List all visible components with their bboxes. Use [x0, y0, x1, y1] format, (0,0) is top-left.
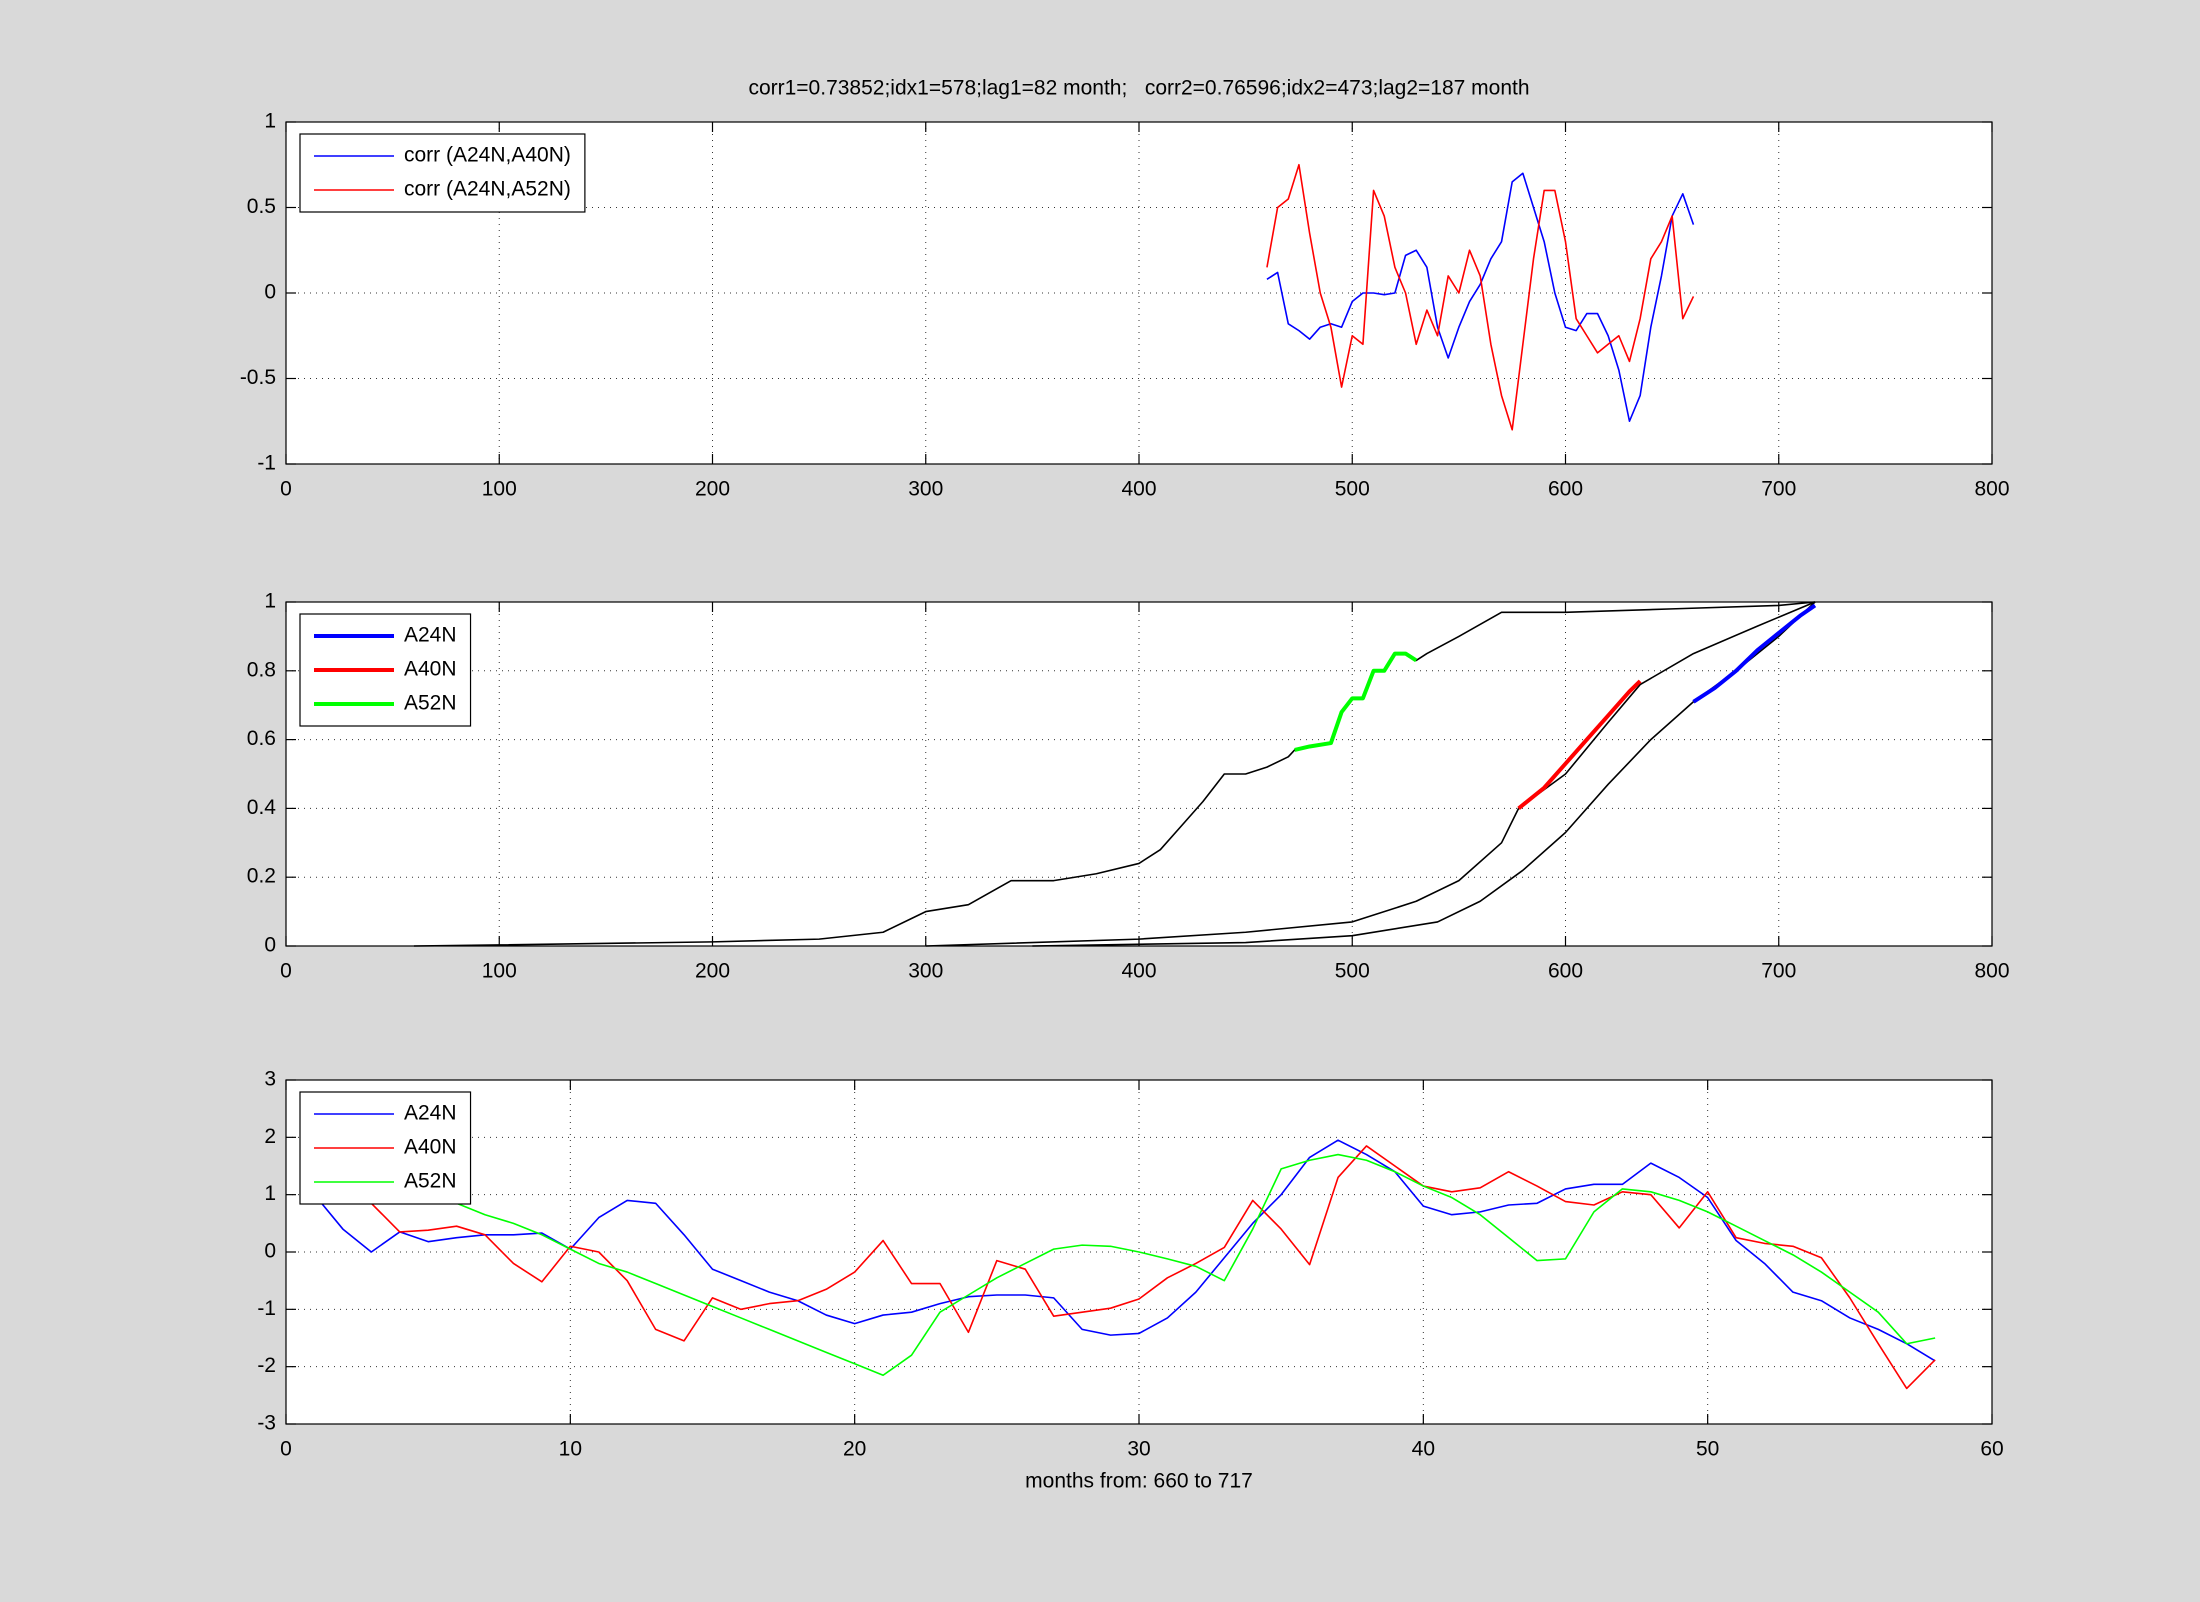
series-line	[314, 1153, 1936, 1377]
y-tick-label: 0	[264, 934, 276, 957]
x-tick-label: 600	[1548, 960, 1583, 983]
series-line	[314, 1145, 1936, 1390]
y-tick-label: 1	[264, 1182, 276, 1205]
series-line	[413, 601, 1816, 947]
legend-box	[299, 133, 586, 213]
x-tick-label: 30	[1127, 1438, 1150, 1461]
y-tick-label: 0.5	[247, 195, 276, 218]
series-line	[925, 601, 1816, 947]
series-line	[313, 1139, 1936, 1362]
axes-box	[285, 121, 1993, 465]
x-tick-label: 300	[908, 960, 943, 983]
legend-label: A52N	[404, 692, 457, 715]
y-tick-label: 1	[264, 590, 276, 613]
x-tick-label: 300	[908, 478, 943, 501]
y-tick-label: 0.6	[247, 727, 276, 750]
y-tick-label: -1	[257, 452, 276, 475]
y-tick-label: 0.8	[247, 658, 276, 681]
y-tick-label: -0.5	[240, 366, 276, 389]
x-tick-label: 400	[1121, 960, 1156, 983]
y-tick-label: 3	[264, 1068, 276, 1091]
y-tick-label: -3	[257, 1412, 276, 1435]
x-tick-label: 800	[1974, 960, 2009, 983]
x-tick-label: 0	[280, 1438, 292, 1461]
subplot: 0 10 20 30 40 50 60 -3 -2 -1 0 1 2 3 months from: 660 …	[257, 1068, 2003, 1493]
legend: A24N A40N A52N	[299, 1091, 472, 1205]
chart-title: corr1=0.73852;idx1=578;lag1=82 month; co…	[748, 77, 1529, 100]
y-tick-label: 0	[264, 1240, 276, 1263]
x-tick-label: 400	[1121, 478, 1156, 501]
x-tick-label: 10	[559, 1438, 582, 1461]
x-tick-label: 0	[280, 960, 292, 983]
legend-label: A40N	[404, 1136, 457, 1159]
legend-label: A40N	[404, 658, 457, 681]
subplot: 0 100 200 300 400 500 600 700 800 0 0.2 0.4 0.6 0.8 1	[247, 590, 2010, 983]
x-tick-label: 500	[1335, 478, 1370, 501]
y-tick-label: 2	[264, 1125, 276, 1148]
legend-label: A52N	[404, 1170, 457, 1193]
y-tick-label: 0	[264, 281, 276, 304]
x-tick-label: 200	[695, 960, 730, 983]
x-tick-label: 20	[843, 1438, 866, 1461]
y-tick-label: 0.4	[247, 796, 277, 819]
x-tick-label: 0	[280, 478, 292, 501]
plot-area	[286, 602, 1992, 946]
x-tick-label: 100	[482, 478, 517, 501]
x-tick-label: 50	[1696, 1438, 1719, 1461]
x-tick-label: 40	[1412, 1438, 1435, 1461]
legend-label: A24N	[404, 624, 457, 647]
series-line	[1266, 172, 1695, 423]
y-tick-label: -2	[257, 1354, 276, 1377]
y-tick-label: 1	[264, 110, 276, 133]
y-tick-label: 0.2	[247, 865, 276, 888]
x-tick-label: 700	[1761, 960, 1796, 983]
series-line	[1266, 163, 1695, 431]
series-line	[1517, 679, 1642, 810]
legend-label: A24N	[404, 1102, 457, 1125]
x-axis-label: months from: 660 to 717	[1025, 1470, 1253, 1493]
legend-label: corr (A24N,A52N)	[404, 178, 571, 201]
series-line	[1294, 651, 1418, 752]
x-tick-label: 800	[1974, 478, 2009, 501]
x-tick-label: 200	[695, 478, 730, 501]
legend: corr (A24N,A40N) corr (A24N,A52N)	[299, 133, 586, 213]
x-tick-label: 500	[1335, 960, 1370, 983]
series-line	[1692, 603, 1817, 704]
axes-box	[285, 601, 1993, 947]
legend-label: corr (A24N,A40N)	[404, 144, 571, 167]
x-tick-label: 100	[482, 960, 517, 983]
legend: A24N A40N A52N	[299, 613, 472, 727]
x-tick-label: 600	[1548, 478, 1583, 501]
x-tick-label: 60	[1980, 1438, 2003, 1461]
x-tick-label: 700	[1761, 478, 1796, 501]
y-tick-label: -1	[257, 1297, 276, 1320]
axes-box	[285, 1079, 1993, 1425]
